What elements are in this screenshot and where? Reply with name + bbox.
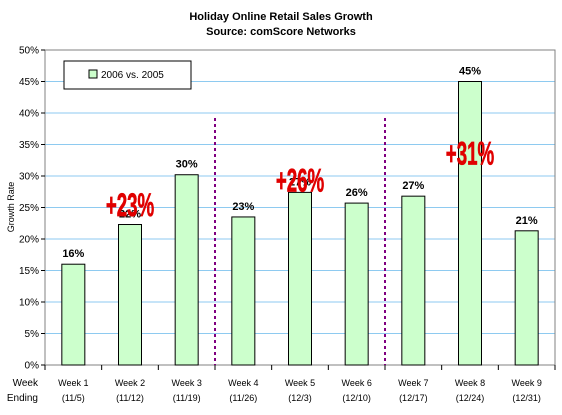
y-tick-label: 40% bbox=[19, 109, 39, 120]
bar-value-label: 27% bbox=[402, 180, 424, 192]
bar bbox=[61, 263, 86, 366]
x-tick-label: Week 4 bbox=[228, 378, 258, 388]
bar bbox=[174, 174, 199, 366]
bar-value-label: 27% bbox=[289, 176, 311, 188]
bar-value-label: 45% bbox=[459, 66, 481, 78]
x-axis-label-line1: Week bbox=[13, 378, 39, 389]
x-tick-sublabel: (12/24) bbox=[456, 393, 485, 403]
x-tick-label: Week 5 bbox=[285, 378, 315, 388]
x-tick-sublabel: (11/12) bbox=[116, 393, 144, 403]
x-axis-label-line2: Ending bbox=[7, 393, 38, 404]
x-tick-label: Week 7 bbox=[398, 378, 428, 388]
y-tick-label: 15% bbox=[19, 266, 39, 277]
x-tick-label: Week 6 bbox=[341, 378, 371, 388]
bar-value-label: 21% bbox=[516, 215, 538, 227]
section-growth-annotation: +26% bbox=[276, 162, 324, 199]
x-tick-sublabel: (11/26) bbox=[229, 393, 257, 403]
x-axis-ticks: Week 1 (11/5) Week 2 (11/12) Week 3 (11/19) We… bbox=[44, 365, 556, 403]
x-tick-label: Week 9 bbox=[511, 378, 541, 388]
bar-value-label: 30% bbox=[176, 159, 198, 171]
y-tick-label: 0% bbox=[25, 361, 40, 372]
x-tick-label: Week 8 bbox=[455, 378, 485, 388]
y-tick-label: 30% bbox=[19, 172, 39, 183]
section-growth-annotation: +31% bbox=[446, 135, 494, 172]
y-axis-label: Growth Rate bbox=[6, 182, 16, 233]
chart-title: Holiday Online Retail Sales Growth bbox=[189, 11, 373, 23]
y-tick-label: 50% bbox=[19, 46, 39, 57]
x-tick-sublabel: (12/31) bbox=[512, 393, 541, 403]
y-tick-label: 25% bbox=[19, 203, 39, 214]
bar bbox=[231, 216, 256, 366]
x-tick-sublabel: (12/17) bbox=[399, 393, 428, 403]
x-tick-sublabel: (11/5) bbox=[62, 393, 85, 403]
x-tick-label: Week 2 bbox=[115, 378, 145, 388]
y-tick-label: 35% bbox=[19, 140, 39, 151]
bar bbox=[514, 230, 539, 366]
y-axis-ticks: 0% 5% 10% 15% 20% 25% 30% 35% 40% 45% 50% bbox=[19, 46, 45, 372]
y-tick-label: 45% bbox=[19, 77, 39, 88]
bar bbox=[401, 195, 426, 366]
section-growth-annotation: +23% bbox=[106, 187, 154, 224]
bar-value-label: 23% bbox=[232, 201, 254, 213]
dividers bbox=[214, 118, 386, 365]
y-tick-label: 10% bbox=[19, 298, 39, 309]
legend-label: 2006 vs. 2005 bbox=[101, 70, 164, 81]
x-tick-label: Week 3 bbox=[171, 378, 201, 388]
data-labels: 16% 22% 30% 23% 27% 26% 27% 45% 21% bbox=[62, 66, 538, 261]
legend-swatch bbox=[88, 69, 98, 79]
bars bbox=[61, 81, 539, 366]
y-tick-label: 20% bbox=[19, 235, 39, 246]
y-tick-label: 5% bbox=[25, 329, 40, 340]
bar-value-label: 22% bbox=[119, 209, 141, 221]
annotations: +23% +26% +31% bbox=[106, 135, 495, 224]
x-tick-sublabel: (11/19) bbox=[173, 393, 201, 403]
bar bbox=[288, 191, 312, 366]
x-tick-label: Week 1 bbox=[58, 378, 88, 388]
x-tick-sublabel: (12/3) bbox=[288, 393, 312, 403]
legend-box bbox=[63, 60, 192, 90]
chart-subtitle: Source: comScore Networks bbox=[206, 26, 356, 38]
bar bbox=[118, 224, 142, 366]
bar bbox=[458, 81, 482, 366]
bar-value-label: 16% bbox=[62, 248, 84, 260]
legend: 2006 vs. 2005 bbox=[63, 60, 192, 90]
bar-value-label: 26% bbox=[346, 187, 368, 199]
x-tick-sublabel: (12/10) bbox=[342, 393, 371, 403]
bar bbox=[344, 202, 369, 366]
